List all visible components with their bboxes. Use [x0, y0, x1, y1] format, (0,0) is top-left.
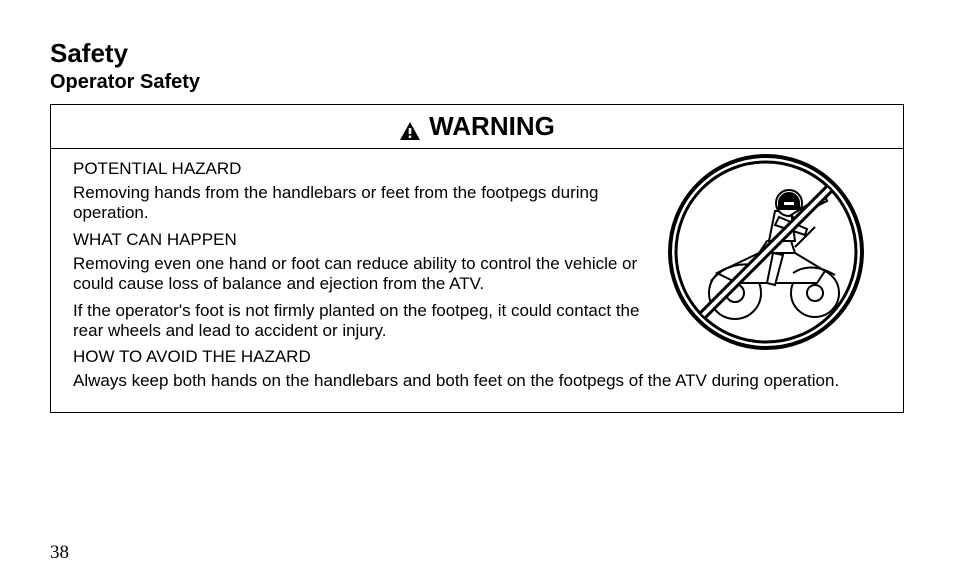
prohibition-atv-icon	[667, 153, 865, 351]
alert-triangle-icon	[399, 117, 421, 137]
warning-body: POTENTIAL HAZARD Removing hands from the…	[51, 149, 903, 412]
potential-hazard-text: Removing hands from the handlebars or fe…	[73, 183, 673, 224]
warning-box: WARNING POTENTIAL HAZARD Removing hands …	[50, 104, 904, 413]
what-can-happen-text-1: Removing even one hand or foot can reduc…	[73, 254, 673, 295]
what-can-happen-label: WHAT CAN HAPPEN	[73, 230, 673, 250]
page-number: 38	[50, 542, 69, 564]
page-subtitle: Operator Safety	[50, 71, 904, 94]
warning-header-text: WARNING	[429, 111, 555, 142]
warning-text-column: POTENTIAL HAZARD Removing hands from the…	[73, 159, 673, 367]
how-to-avoid-text: Always keep both hands on the handlebars…	[73, 371, 881, 391]
what-can-happen-text-2: If the operator's foot is not firmly pla…	[73, 301, 673, 342]
page-title: Safety	[50, 38, 904, 69]
how-to-avoid-label: HOW TO AVOID THE HAZARD	[73, 347, 673, 367]
potential-hazard-label: POTENTIAL HAZARD	[73, 159, 673, 179]
warning-header: WARNING	[51, 105, 903, 149]
